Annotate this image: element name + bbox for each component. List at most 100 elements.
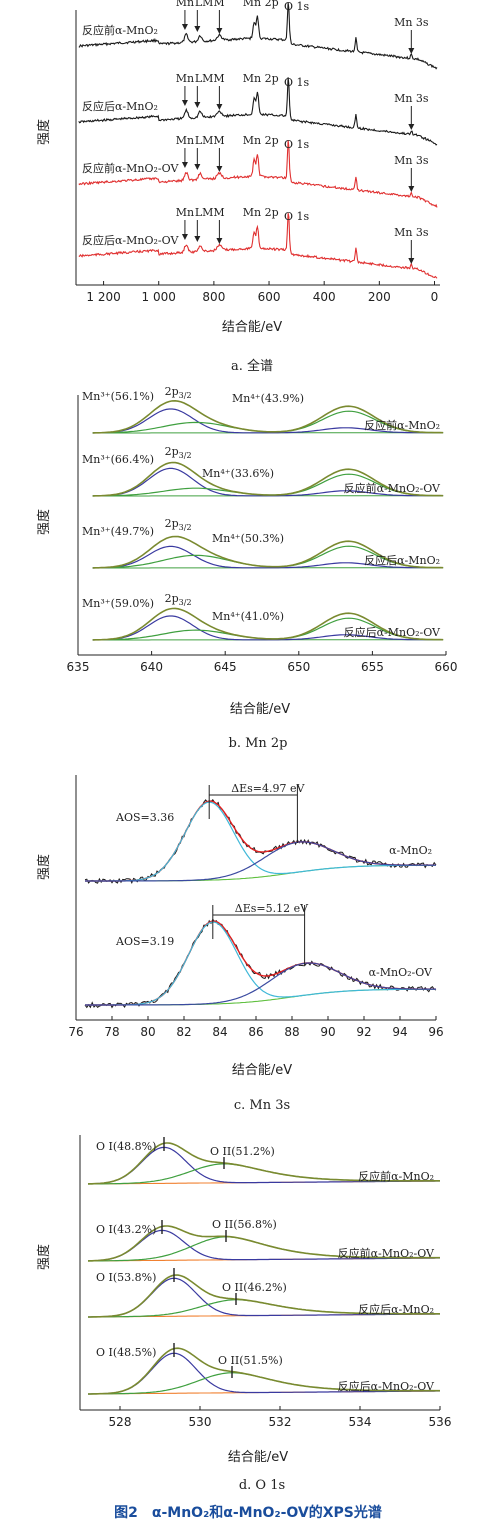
x-tick-label: 86 xyxy=(248,1025,263,1039)
mn3s-label: Mn 3s xyxy=(394,92,429,105)
x-tick-label: 660 xyxy=(435,660,458,674)
peak-subscript: 3/2 xyxy=(179,391,192,400)
x-tick-label: 88 xyxy=(284,1025,299,1039)
mn-auger-label: Mn xyxy=(176,134,194,147)
trace-label: 反应前α-MnO₂ xyxy=(82,23,158,37)
trace-label: 反应后α-MnO₂-OV xyxy=(338,1379,435,1393)
x-axis-label: 结合能/eV xyxy=(230,702,290,717)
x-tick-label: 92 xyxy=(356,1025,371,1039)
mn-arrow-head xyxy=(181,24,188,30)
mn2p-envelope xyxy=(92,461,444,497)
mn3s-plot-area: 76 78 80 82 84 86 88 90 92 94 96 ΔEs=4.97 eV AOS=3.3… xyxy=(68,775,444,1039)
peak-subscript: 3/2 xyxy=(179,451,192,460)
x-tick-label: 0 xyxy=(431,290,439,304)
mn3-component xyxy=(92,545,444,569)
o1s-label: O 1s xyxy=(284,76,310,89)
x-tick-label: 82 xyxy=(176,1025,191,1039)
mn4-percent-label: Mn⁴⁺(41.0%) xyxy=(212,610,284,623)
mn2p-label: Mn 2p xyxy=(243,134,279,147)
trace-label: 反应前α-MnO₂-OV xyxy=(344,481,441,495)
lmm-label: LMM xyxy=(195,0,225,9)
y-axis-label: 强度 xyxy=(36,509,52,535)
mn2p-spectrum-chart: 635 640 645 650 655 660 Mn³⁺(56.1%) Mn⁴⁺(43.9%)… xyxy=(36,385,458,751)
x-tick-label: 635 xyxy=(67,660,90,674)
delta-es-label: ΔEs=4.97 eV xyxy=(231,782,305,795)
x-tick-label: 645 xyxy=(214,660,237,674)
mn-auger-label: Mn xyxy=(176,206,194,219)
o1s-plot-area: 528 530 532 534 536 O I(48.8%) O II(51.2%) 反应前α… xyxy=(79,1135,451,1429)
mn3s-label: Mn 3s xyxy=(394,16,429,29)
o-i-percent-label: O I(48.5%) xyxy=(96,1346,156,1359)
trace-label: 反应后α-MnO₂-OV xyxy=(82,233,179,247)
figure-caption: 图2 α-MnO₂和α-MnO₂-OV的XPS光谱 xyxy=(114,1505,382,1521)
mn3s-label: Mn 3s xyxy=(394,226,429,239)
x-axis-label: 结合能/eV xyxy=(232,1063,292,1078)
lmm-arrow-1-head xyxy=(194,164,201,170)
mn3s-peak-2 xyxy=(85,841,436,882)
panel-b-caption: b. Mn 2p xyxy=(229,736,288,751)
o-i-percent-label: O I(48.8%) xyxy=(96,1140,156,1153)
x-tick-label: 1 000 xyxy=(142,290,176,304)
trace-label: 反应后α-MnO₂-OV xyxy=(344,625,441,639)
x-tick-label: 534 xyxy=(349,1415,372,1429)
x-tick-label: 94 xyxy=(392,1025,407,1039)
lmm-label: LMM xyxy=(195,134,225,147)
trace-label: α-MnO₂-OV xyxy=(369,966,433,979)
lmm-arrow-2-head xyxy=(216,104,223,110)
mn3-percent-label: Mn³⁺(56.1%) xyxy=(82,390,154,403)
mn3s-arrow-head xyxy=(408,186,415,192)
mn-arrow-head xyxy=(181,100,188,106)
mn3s-background xyxy=(85,988,436,1006)
trace-label: 反应前α-MnO₂-OV xyxy=(82,161,179,175)
mn2p-plot-area: 635 640 645 650 655 660 Mn³⁺(56.1%) Mn⁴⁺(43.9%)… xyxy=(67,385,458,674)
peak-subscript: 3/2 xyxy=(179,598,192,607)
mn4-percent-label: Mn⁴⁺(33.6%) xyxy=(202,467,274,480)
x-tick-label: 532 xyxy=(269,1415,292,1429)
x-tick-label: 650 xyxy=(287,660,310,674)
y-axis-label: 强度 xyxy=(36,854,52,880)
x-tick-label: 1 200 xyxy=(86,290,120,304)
lmm-arrow-2-head xyxy=(216,166,223,172)
lmm-arrow-1-head xyxy=(194,26,201,32)
x-tick-label: 84 xyxy=(212,1025,227,1039)
aos-label: AOS=3.36 xyxy=(115,811,174,824)
trace-label: 反应后α-MnO₂ xyxy=(364,553,440,567)
x-tick-label: 78 xyxy=(104,1025,119,1039)
aos-label: AOS=3.19 xyxy=(115,935,174,948)
mn3s-peak-1 xyxy=(85,801,436,882)
mn2p-envelope xyxy=(92,535,444,569)
x-tick-label: 96 xyxy=(428,1025,443,1039)
o-i-component xyxy=(87,1229,440,1262)
mn3-component xyxy=(92,408,444,434)
y-axis-label: 强度 xyxy=(36,119,52,145)
mn2p-label: Mn 2p xyxy=(243,72,279,85)
x-tick-label: 200 xyxy=(368,290,391,304)
o-i-percent-label: O I(43.2%) xyxy=(96,1223,156,1236)
survey-trace-4 xyxy=(78,212,438,279)
peak-subscript: 3/2 xyxy=(179,523,192,532)
x-tick-label: 528 xyxy=(109,1415,132,1429)
mn3s-peak-1 xyxy=(85,921,436,1006)
o1s-envelope xyxy=(88,1347,440,1395)
mn3s-peak-2 xyxy=(85,962,436,1006)
lmm-label: LMM xyxy=(195,72,225,85)
trace-label: 反应前α-MnO₂ xyxy=(364,418,440,432)
y-axis-label: 强度 xyxy=(36,1244,52,1270)
mn2p-envelope xyxy=(92,607,444,641)
peak-2p-label: 2p3/2 xyxy=(165,517,192,532)
mn3-percent-label: Mn³⁺(66.4%) xyxy=(82,453,154,466)
o-ii-percent-label: O II(56.8%) xyxy=(212,1218,277,1231)
lmm-arrow-2-head xyxy=(216,238,223,244)
trace-label: α-MnO₂ xyxy=(389,844,432,857)
mn3-percent-label: Mn³⁺(59.0%) xyxy=(82,597,154,610)
lmm-arrow-2-head xyxy=(216,28,223,34)
delta-es-label: ΔEs=5.12 eV xyxy=(235,902,309,915)
mn3s-arrow-head xyxy=(408,258,415,264)
mn3s-arrow-head xyxy=(408,48,415,54)
x-tick-label: 655 xyxy=(361,660,384,674)
peak-2p-label: 2p3/2 xyxy=(165,385,192,400)
peak-2p-label: 2p3/2 xyxy=(165,445,192,460)
survey-trace-2 xyxy=(78,77,438,146)
o1s-envelope xyxy=(88,1274,440,1318)
o1s-label: O 1s xyxy=(284,0,310,13)
